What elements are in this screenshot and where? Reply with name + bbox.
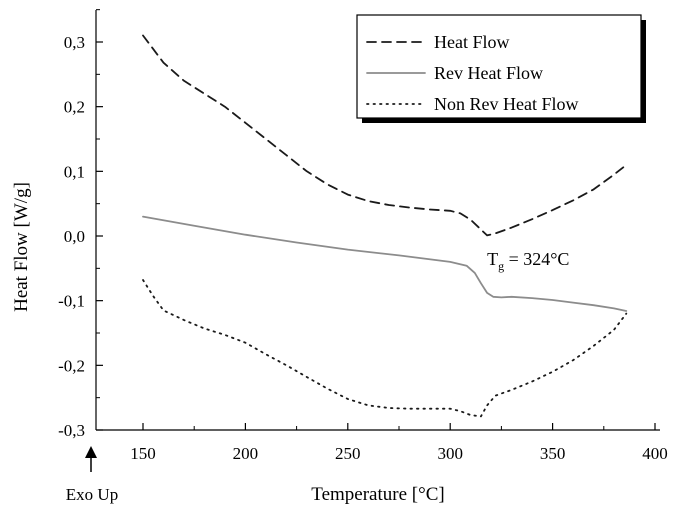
legend-label: Non Rev Heat Flow bbox=[434, 94, 578, 114]
y-tick-label: 0,1 bbox=[64, 162, 85, 181]
x-tick-label: 350 bbox=[540, 444, 566, 463]
x-tick-label: 250 bbox=[335, 444, 361, 463]
legend-label: Heat Flow bbox=[434, 32, 510, 52]
x-ticks: 150 200 250 300 350 400 bbox=[130, 423, 668, 463]
series-line-non-rev-heat-flow bbox=[142, 279, 628, 418]
y-tick-label: -0,1 bbox=[58, 292, 85, 311]
series-line-rev-heat-flow bbox=[142, 215, 628, 312]
y-tick-label: 0,3 bbox=[64, 33, 85, 52]
x-tick-label: 400 bbox=[642, 444, 668, 463]
legend-label: Rev Heat Flow bbox=[434, 63, 543, 83]
y-ticks: -0,3 -0,2 -0,1 0,0 0,1 0,2 0,3 bbox=[58, 9, 103, 440]
series-layer bbox=[142, 34, 628, 418]
x-tick-label: 300 bbox=[437, 444, 463, 463]
exo-up-label: Exo Up bbox=[66, 485, 118, 504]
series-line-heat-flow bbox=[142, 34, 628, 237]
y-tick-label: -0,2 bbox=[58, 356, 85, 375]
y-tick-label: -0,3 bbox=[58, 421, 85, 440]
x-axis-title: Temperature [°C] bbox=[311, 484, 444, 505]
y-tick-label: 0,0 bbox=[64, 227, 85, 246]
y-axis-title: Heat Flow [W/g] bbox=[11, 182, 32, 312]
tg-annotation: Tg = 324°C bbox=[487, 249, 569, 273]
x-tick-label: 200 bbox=[233, 444, 259, 463]
legend-box bbox=[356, 14, 642, 119]
y-tick-label: 0,2 bbox=[64, 98, 85, 117]
legend: Heat Flow Rev Heat Flow Non Rev Heat Flow bbox=[356, 14, 646, 123]
x-tick-label: 150 bbox=[130, 444, 156, 463]
